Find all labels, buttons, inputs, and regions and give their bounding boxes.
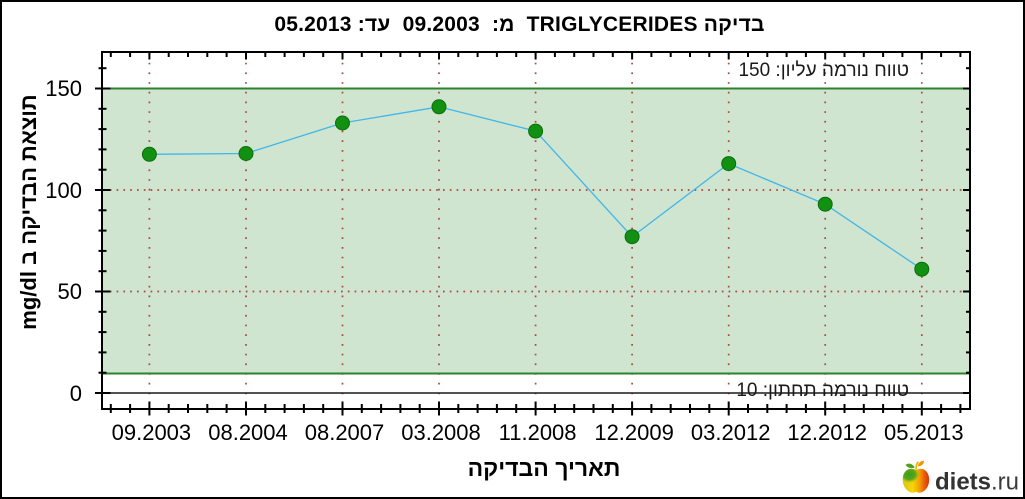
- svg-text:diets.ru: diets.ru: [935, 469, 1019, 496]
